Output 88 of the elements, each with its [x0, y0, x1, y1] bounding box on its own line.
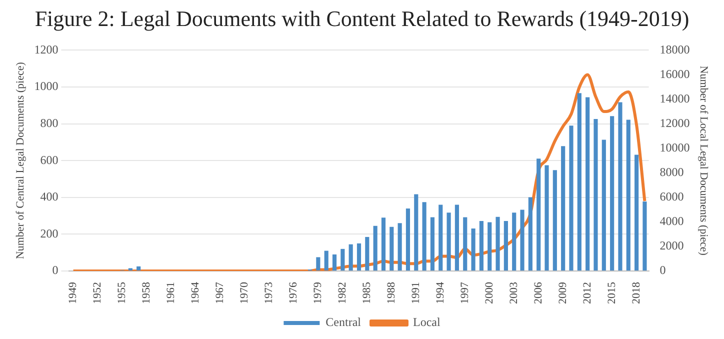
y-tick-label: 400: [40, 190, 58, 204]
bar: [463, 217, 468, 270]
legend-label: Central: [326, 315, 362, 330]
x-tick-label: 1988: [386, 282, 398, 304]
y-axis-title: Number of Central Legal Documents (piece): [14, 62, 26, 260]
x-tick-label: 2006: [532, 282, 544, 304]
x-tick-label: 2018: [630, 282, 642, 304]
bar: [544, 165, 549, 270]
x-tick-label: 1985: [361, 282, 374, 304]
x-tick-label: 1958: [140, 282, 153, 304]
bar: [430, 217, 435, 270]
x-tick-label: 1952: [92, 282, 104, 304]
bar: [586, 97, 590, 270]
y2-tick-label: 2000: [660, 238, 684, 253]
bar: [528, 197, 532, 270]
x-tick-label: 1991: [410, 282, 422, 304]
y2-tick-label: 6000: [660, 190, 684, 204]
y-tick-label: 800: [40, 116, 58, 130]
bar: [626, 120, 630, 270]
x-tick-label: 1949: [67, 282, 80, 304]
bar: [136, 266, 141, 270]
bar: [577, 93, 582, 270]
y2-tick-label: 18000: [660, 42, 690, 56]
bar: [316, 257, 320, 270]
x-tick-label: 1997: [459, 282, 472, 304]
bar: [414, 194, 418, 270]
y-tick-label: 200: [40, 226, 58, 240]
y-tick-label: 0: [52, 263, 58, 278]
bar: [373, 226, 378, 270]
bar: [602, 140, 606, 270]
legend-label: Local: [413, 315, 441, 330]
y-tick-label: 600: [40, 152, 58, 167]
bar: [594, 119, 598, 270]
bar: [634, 154, 639, 270]
bar: [398, 223, 402, 270]
bar: [520, 210, 524, 270]
x-tick-label: 2003: [508, 282, 520, 304]
bar: [446, 212, 451, 270]
bar: [324, 250, 328, 270]
bar: [471, 228, 476, 270]
bar: [488, 222, 492, 270]
x-tick-label: 2012: [581, 282, 594, 304]
y-tick-label: 1200: [34, 42, 58, 56]
chart-title: Figure 2: Legal Documents with Content Related to Rewards (1949-2019): [34, 6, 690, 32]
x-tick-label: 1955: [116, 282, 128, 304]
x-tick-label: 2000: [484, 282, 496, 304]
x-tick-label: 2015: [606, 282, 618, 304]
bar: [642, 201, 647, 270]
bar: [406, 208, 410, 270]
y2-tick-label: 14000: [660, 91, 690, 106]
bar: [536, 158, 541, 270]
bar: [365, 236, 370, 270]
y2-tick-label: 16000: [660, 66, 690, 81]
y-tick-label: 1000: [34, 79, 58, 94]
x-tick-label: 1964: [190, 282, 202, 304]
bar: [348, 244, 353, 270]
x-tick-label: 1967: [214, 282, 226, 304]
bar: [438, 204, 443, 270]
y2-tick-label: 0: [660, 263, 666, 278]
x-tick-label: 1994: [434, 282, 447, 304]
x-tick-label: 1979: [312, 282, 324, 304]
x-tick-label: 1973: [263, 282, 276, 304]
y2-axis-title: Number of Local Legal Documents (piece): [698, 66, 710, 256]
bar: [569, 126, 574, 270]
bar: [561, 146, 566, 270]
x-tick-label: 1961: [165, 282, 178, 304]
y2-tick-label: 10000: [660, 140, 690, 154]
bar: [390, 226, 394, 270]
bar: [479, 220, 484, 270]
bar: [454, 204, 459, 270]
x-tick-label: 1982: [336, 282, 349, 304]
bar: [381, 218, 386, 270]
bar: [512, 212, 516, 270]
bar: [618, 102, 622, 270]
bar: [504, 220, 508, 270]
y2-tick-label: 8000: [660, 165, 684, 180]
x-tick-label: 1970: [238, 282, 251, 304]
y2-tick-label: 4000: [660, 214, 684, 228]
x-tick-label: 2009: [556, 282, 569, 304]
bar: [496, 216, 500, 270]
bar: [422, 202, 426, 270]
x-tick-label: 1976: [288, 282, 300, 304]
bar: [340, 248, 345, 270]
bar: [610, 116, 614, 270]
bar: [552, 170, 557, 270]
y2-tick-label: 12000: [660, 116, 690, 130]
bar: [356, 243, 362, 270]
bar: [332, 254, 337, 270]
